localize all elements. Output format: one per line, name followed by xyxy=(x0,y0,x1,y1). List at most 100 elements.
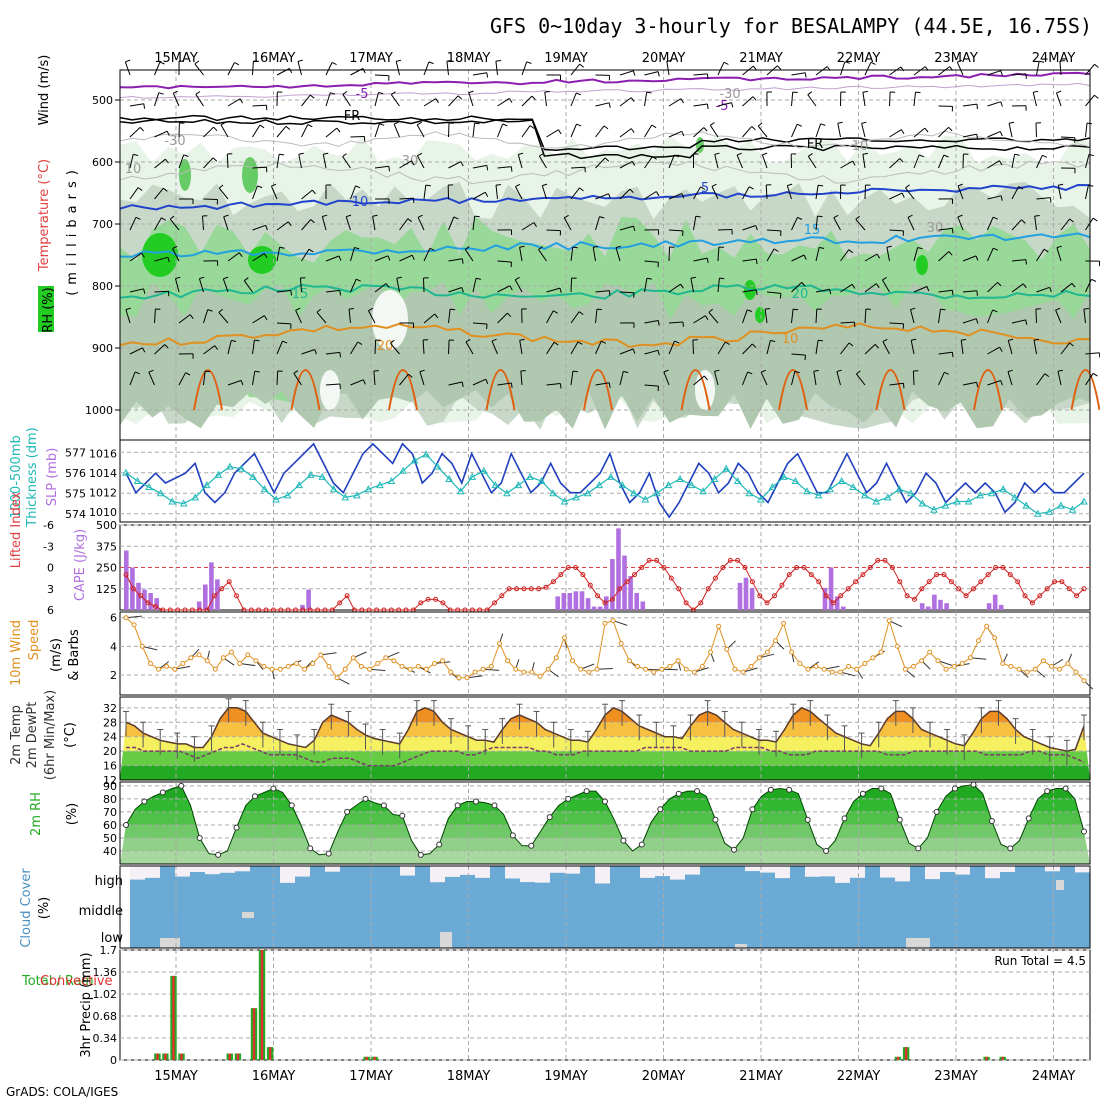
wind-barb-flag xyxy=(1021,219,1026,224)
wind-barb-flag xyxy=(918,154,924,158)
wind-barb xyxy=(595,102,610,107)
wind-tick-label: 6 xyxy=(110,612,117,625)
contour-label: -5 xyxy=(356,87,369,102)
wind-barb xyxy=(742,186,750,200)
li-point xyxy=(506,586,512,592)
slp-axis-label: SLP (mb) xyxy=(45,448,60,507)
rh-point xyxy=(417,851,424,858)
wind-barb xyxy=(913,154,920,169)
wind-barb-flag xyxy=(719,277,725,280)
wind-barb-flag xyxy=(338,255,342,261)
li-point xyxy=(882,557,888,563)
li-point xyxy=(521,586,527,592)
pressure-tick-label: 600 xyxy=(92,156,113,169)
wind-barb xyxy=(175,278,180,293)
thickness-point xyxy=(145,483,153,491)
wind-barb-flag xyxy=(736,152,742,156)
day-label-top: 19MAY xyxy=(544,51,588,66)
cape-bar xyxy=(597,606,603,610)
contour-label: 10 xyxy=(852,139,869,154)
li-point xyxy=(492,600,497,606)
thickness-point xyxy=(1068,505,1077,513)
wind-barb-flag xyxy=(223,214,229,218)
wind-barb xyxy=(350,136,365,138)
wind-barb-flag xyxy=(695,215,701,218)
wind-barb-flag xyxy=(417,152,423,157)
li-point xyxy=(919,586,925,592)
wind-speed-point xyxy=(943,666,949,672)
li-point xyxy=(440,600,446,606)
thickness-point xyxy=(526,472,534,480)
high-cloud-gap xyxy=(670,866,685,880)
wind-barb-flag xyxy=(542,183,548,187)
thickness-point xyxy=(168,497,177,505)
wind-barb xyxy=(448,287,462,293)
rh-point xyxy=(970,781,977,788)
precip-tick-label: 0.68 xyxy=(93,1010,118,1023)
wind-barb-flag xyxy=(239,98,244,104)
temp-band xyxy=(120,765,1090,780)
wind-barb xyxy=(142,645,158,651)
cape-bar xyxy=(737,582,743,610)
cape-bar xyxy=(573,591,579,610)
wind-barb xyxy=(396,278,400,293)
contour-label: 10 xyxy=(125,162,142,177)
wind-barb-flag xyxy=(416,121,422,126)
wind-barb-flag xyxy=(474,215,480,218)
wind-barb xyxy=(889,66,902,76)
wind-speed-point xyxy=(285,663,291,669)
wind-speed-point xyxy=(878,649,884,655)
cape-bar xyxy=(591,606,597,610)
run-total-bg xyxy=(962,952,1088,968)
thickness-point xyxy=(710,474,719,482)
wind-barb xyxy=(517,154,523,169)
low-cloud-gap xyxy=(1056,880,1064,890)
wind-barb xyxy=(711,186,719,200)
wind-barb xyxy=(987,247,994,262)
wind-barb-flag xyxy=(615,245,621,249)
wind-barb xyxy=(693,216,697,231)
wind-barb-flag xyxy=(220,121,226,126)
wind-barb xyxy=(987,160,1000,169)
wind-barb-flag xyxy=(322,214,328,217)
precip-convective-bar xyxy=(365,1056,368,1060)
wind-speed-point xyxy=(578,666,584,672)
wind-barb xyxy=(1011,186,1020,200)
wind-barb-flag xyxy=(757,122,763,127)
wind-barb xyxy=(546,229,561,232)
wind-barb-flag xyxy=(323,152,329,155)
wind-speed-point xyxy=(156,666,161,672)
minmax-axis-label: (6hr Min/Max) xyxy=(43,690,58,780)
li-point xyxy=(801,565,807,570)
rh-high-blob xyxy=(179,159,191,191)
wind-barb xyxy=(546,287,561,293)
wind-barb xyxy=(399,218,409,231)
wind-barb xyxy=(252,185,258,200)
li-tick-label: -6 xyxy=(43,519,54,532)
wind-barb xyxy=(252,124,261,138)
wind-barb-flag xyxy=(526,61,532,64)
wind-barb xyxy=(862,92,866,107)
wind-speed-point xyxy=(1081,678,1087,684)
cape-bar xyxy=(622,555,627,610)
li-point xyxy=(735,557,741,563)
wind-barb-flag xyxy=(752,65,757,71)
wind-speed-point xyxy=(456,675,462,681)
wind-speed-point xyxy=(375,661,381,666)
wind-barb-flag xyxy=(391,91,396,96)
high-cloud-gap xyxy=(1045,866,1060,872)
wind-barb-flag xyxy=(244,277,249,282)
wind-barb xyxy=(252,166,267,169)
wind-barb-flag xyxy=(223,276,229,280)
wind-barb-flag xyxy=(240,380,244,386)
li-tick-label: 6 xyxy=(47,604,54,617)
wind-barb-flag xyxy=(295,307,301,311)
wind-barb-flag xyxy=(762,152,768,156)
wind-barb-flag xyxy=(141,252,145,258)
panel-frame xyxy=(119,949,1091,1061)
wind-barb-flag xyxy=(396,59,402,62)
cape-bar xyxy=(561,593,567,610)
wind-barb-flag xyxy=(1000,101,1003,107)
slp-tick-label: 1016 xyxy=(89,448,117,461)
wind-speed-point xyxy=(651,669,657,675)
